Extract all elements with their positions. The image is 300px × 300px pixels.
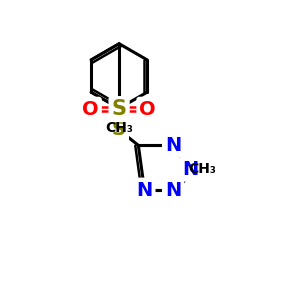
Text: N: N [182, 160, 198, 179]
Text: CH₃: CH₃ [105, 122, 133, 136]
Text: CH₃: CH₃ [188, 162, 216, 176]
Text: S: S [112, 99, 127, 119]
Text: O: O [82, 100, 99, 118]
Text: N: N [165, 181, 181, 200]
Text: O: O [139, 100, 156, 118]
Text: S: S [112, 120, 126, 140]
Text: N: N [136, 181, 153, 200]
Text: N: N [165, 136, 181, 155]
